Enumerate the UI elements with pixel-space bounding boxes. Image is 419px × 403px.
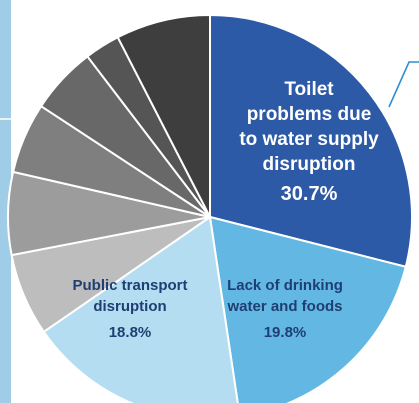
slice-label-drinking-line-1: Lack of drinking (227, 277, 343, 294)
label-drinking: Lack of drinking water and foods 19.8% (226, 277, 342, 341)
slice-label-transport-line-2: disruption (93, 298, 166, 315)
slice-label-toilet-line-3: to water supply (239, 129, 379, 150)
slice-label-toilet-line-1: Toilet (284, 79, 334, 100)
pie-slice-2 (209, 216, 407, 403)
pie-slice-1 (209, 14, 413, 268)
slice-label-drinking-line-2: water and foods (226, 298, 342, 315)
slice-label-toilet-line-2: problems due (247, 104, 372, 125)
pie-slices (7, 14, 413, 403)
slice-value-transport: 18.8% (109, 324, 152, 341)
slice-label-toilet-line-4: disruption (263, 154, 356, 175)
pie-slice-9 (116, 14, 211, 218)
pie-slice-3 (42, 216, 239, 403)
left-side-bar (0, 0, 11, 403)
slice-value-toilet: 30.7% (281, 183, 338, 205)
slice-label-transport-line-1: Public transport (72, 277, 187, 294)
label-toilet: Toilet problems due to water supply disr… (239, 79, 379, 205)
slice-value-drinking: 19.8% (264, 324, 307, 341)
callout-line (388, 61, 419, 108)
label-transport: Public transport disruption 18.8% (72, 277, 187, 341)
